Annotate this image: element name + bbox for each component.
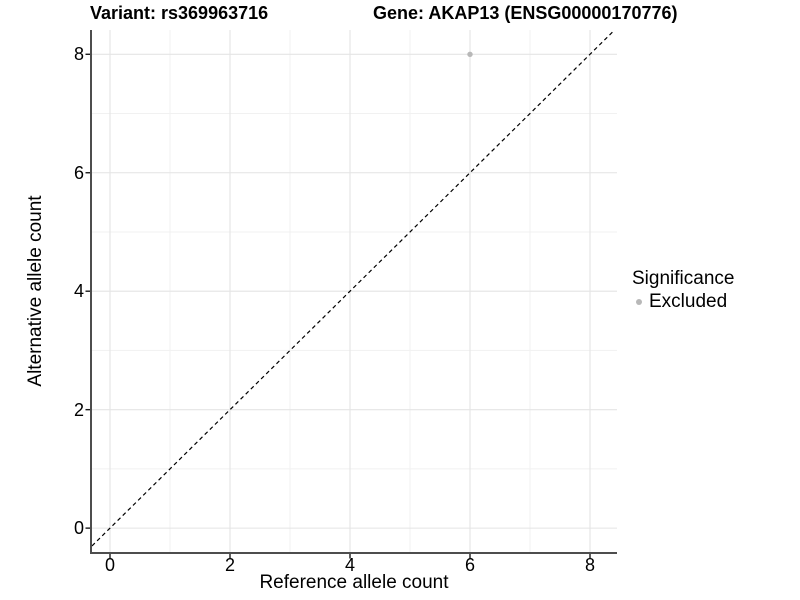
x-axis-label: Reference allele count [259,572,449,593]
y-tick-label: 4 [73,281,84,302]
y-axis-label: Alternative allele count [25,195,46,387]
plot-title-gene: Gene: AKAP13 (ENSG00000170776) [373,3,678,23]
legend-point-icon [636,299,642,305]
legend-item-label: Excluded [649,291,728,312]
x-tick-label: 4 [344,555,355,575]
plot-title-variant: Variant: rs369963716 [90,3,269,23]
x-tick-label: 8 [584,555,595,575]
x-tick-label: 2 [224,555,235,575]
y-tick-label: 8 [73,44,84,65]
legend: Significance Excluded [632,268,734,313]
legend-title: Significance [632,268,735,289]
x-tick-label: 0 [104,555,115,575]
y-tick-label: 2 [73,399,84,420]
y-tick-label: 6 [73,162,84,183]
y-tick-label: 0 [73,518,84,539]
x-tick-label: 6 [464,555,475,575]
legend-item-excluded: Excluded [632,291,734,313]
data-point [467,51,473,57]
